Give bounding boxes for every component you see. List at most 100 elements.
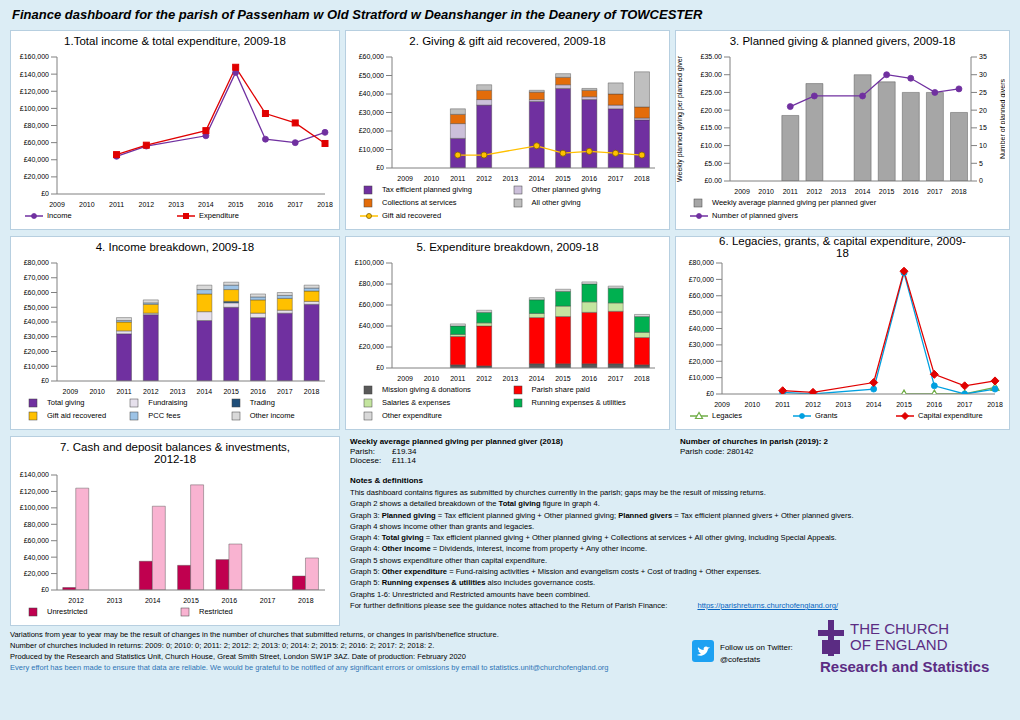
svg-text:2011: 2011 xyxy=(783,188,798,195)
svg-text:£0.00: £0.00 xyxy=(704,177,722,184)
svg-text:£60,000: £60,000 xyxy=(359,301,384,308)
svg-text:30: 30 xyxy=(979,71,987,78)
svg-text:£60,000: £60,000 xyxy=(24,289,49,296)
svg-text:2018: 2018 xyxy=(634,375,650,382)
svg-text:5: 5 xyxy=(979,160,983,167)
svg-text:2010: 2010 xyxy=(424,175,440,182)
svg-text:2014: 2014 xyxy=(529,175,545,182)
svg-text:2009: 2009 xyxy=(397,375,413,382)
svg-text:2017: 2017 xyxy=(608,175,624,182)
svg-text:2017: 2017 xyxy=(277,388,293,395)
svg-text:£140,000: £140,000 xyxy=(20,71,49,78)
svg-text:2011: 2011 xyxy=(775,401,790,408)
svg-text:2012: 2012 xyxy=(807,188,823,195)
svg-text:2014: 2014 xyxy=(529,375,545,382)
svg-text:2014: 2014 xyxy=(145,597,161,604)
svg-text:£80,000: £80,000 xyxy=(359,280,384,287)
svg-text:£20,000: £20,000 xyxy=(689,358,714,365)
svg-text:2016: 2016 xyxy=(221,597,237,604)
svg-text:£20.00: £20.00 xyxy=(701,107,723,114)
svg-text:£80,000: £80,000 xyxy=(24,259,49,266)
svg-text:£40,000: £40,000 xyxy=(359,90,384,97)
svg-text:£0: £0 xyxy=(41,586,49,593)
svg-text:2014: 2014 xyxy=(855,188,871,195)
svg-text:15: 15 xyxy=(979,124,987,131)
svg-text:2011: 2011 xyxy=(116,388,131,395)
svg-text:£10.00: £10.00 xyxy=(701,142,723,149)
svg-text:2016: 2016 xyxy=(581,375,597,382)
svg-text:£30,000: £30,000 xyxy=(24,333,49,340)
svg-text:£15.00: £15.00 xyxy=(701,124,723,131)
svg-text:£50,000: £50,000 xyxy=(359,72,384,79)
svg-text:10: 10 xyxy=(979,142,987,149)
svg-text:£120,000: £120,000 xyxy=(20,88,49,95)
svg-text:£60,000: £60,000 xyxy=(24,537,49,544)
svg-text:2015: 2015 xyxy=(183,597,199,604)
svg-text:2009: 2009 xyxy=(63,388,79,395)
svg-text:2009: 2009 xyxy=(397,175,413,182)
svg-text:£35.00: £35.00 xyxy=(701,53,723,60)
svg-text:20: 20 xyxy=(979,107,987,114)
svg-text:£30.00: £30.00 xyxy=(701,71,723,78)
svg-text:£0: £0 xyxy=(706,390,714,397)
svg-text:Weekly planned giving per plan: Weekly planned giving per planned giver xyxy=(676,55,684,182)
svg-text:2013: 2013 xyxy=(107,597,123,604)
svg-text:2015: 2015 xyxy=(896,401,912,408)
svg-text:£10,000: £10,000 xyxy=(24,363,49,370)
svg-text:£40,000: £40,000 xyxy=(359,322,384,329)
svg-text:£20,000: £20,000 xyxy=(24,570,49,577)
svg-text:2017: 2017 xyxy=(260,597,276,604)
svg-text:25: 25 xyxy=(979,89,987,96)
svg-text:2014: 2014 xyxy=(198,201,214,208)
svg-text:2010: 2010 xyxy=(424,375,440,382)
svg-text:2016: 2016 xyxy=(250,388,266,395)
svg-text:2014: 2014 xyxy=(866,401,882,408)
svg-text:2011: 2011 xyxy=(109,201,124,208)
svg-text:£50,000: £50,000 xyxy=(689,309,714,316)
svg-text:£0: £0 xyxy=(376,164,384,171)
svg-text:£10,000: £10,000 xyxy=(359,146,384,153)
svg-text:£100,000: £100,000 xyxy=(355,259,384,266)
svg-text:0: 0 xyxy=(979,177,983,184)
svg-text:2014: 2014 xyxy=(197,388,213,395)
svg-text:2012: 2012 xyxy=(476,375,492,382)
svg-text:2013: 2013 xyxy=(503,375,519,382)
svg-text:£80,000: £80,000 xyxy=(24,521,49,528)
svg-text:£30,000: £30,000 xyxy=(689,341,714,348)
svg-text:£5.00: £5.00 xyxy=(704,160,722,167)
svg-text:£100,000: £100,000 xyxy=(20,105,49,112)
svg-text:£40,000: £40,000 xyxy=(24,156,49,163)
svg-text:2009: 2009 xyxy=(714,401,730,408)
svg-text:2013: 2013 xyxy=(836,401,852,408)
svg-text:2017: 2017 xyxy=(608,375,624,382)
svg-text:£70,000: £70,000 xyxy=(689,276,714,283)
svg-text:2016: 2016 xyxy=(903,188,919,195)
svg-text:2013: 2013 xyxy=(503,175,519,182)
svg-text:2012: 2012 xyxy=(143,388,159,395)
svg-text:£70,000: £70,000 xyxy=(24,274,49,281)
svg-text:£80,000: £80,000 xyxy=(24,122,49,129)
svg-text:£60,000: £60,000 xyxy=(359,53,384,60)
svg-text:2010: 2010 xyxy=(79,201,95,208)
svg-text:£100,000: £100,000 xyxy=(20,504,49,511)
svg-text:2012: 2012 xyxy=(68,597,84,604)
svg-text:2011: 2011 xyxy=(450,375,465,382)
svg-text:2018: 2018 xyxy=(951,188,967,195)
svg-text:2015: 2015 xyxy=(879,188,895,195)
svg-text:35: 35 xyxy=(979,53,987,60)
svg-text:2016: 2016 xyxy=(927,401,943,408)
svg-text:£160,000: £160,000 xyxy=(20,53,49,60)
svg-text:2012: 2012 xyxy=(805,401,821,408)
svg-text:2017: 2017 xyxy=(927,188,943,195)
svg-text:2012: 2012 xyxy=(476,175,492,182)
svg-text:2010: 2010 xyxy=(89,388,105,395)
svg-text:£120,000: £120,000 xyxy=(20,488,49,495)
svg-text:£30,000: £30,000 xyxy=(359,109,384,116)
svg-text:2013: 2013 xyxy=(170,388,186,395)
svg-text:£60,000: £60,000 xyxy=(24,139,49,146)
svg-text:£20,000: £20,000 xyxy=(24,348,49,355)
svg-text:£40,000: £40,000 xyxy=(689,325,714,332)
svg-text:2018: 2018 xyxy=(987,401,1003,408)
svg-text:2012: 2012 xyxy=(139,201,155,208)
svg-text:2018: 2018 xyxy=(317,201,333,208)
